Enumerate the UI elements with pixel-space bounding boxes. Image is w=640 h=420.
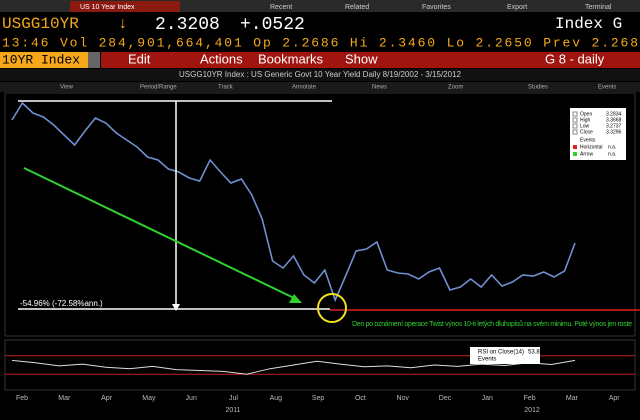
quote-area: [0, 13, 640, 51]
x-tick-label: Apr: [609, 395, 621, 402]
x-tick-label: Jul: [229, 395, 238, 402]
x-tick-label: Oct: [355, 395, 366, 402]
change: +.0522: [240, 15, 305, 35]
plot-area: [4, 92, 636, 337]
chart-header-bar: [0, 69, 640, 81]
rsi-panel: [4, 339, 636, 391]
legend-tool-value: n.a.: [608, 151, 616, 157]
active-tab[interactable]: [70, 1, 180, 12]
x-tick-label: Aug: [270, 395, 283, 402]
x-tick-label: Nov: [396, 395, 409, 402]
legend-swatch: [572, 129, 578, 135]
rsi-events: Events: [478, 357, 496, 363]
legend-label: Open: [580, 111, 592, 117]
toolbar-item[interactable]: Zoom: [448, 85, 463, 91]
x-tick-label: Dec: [439, 395, 452, 402]
menu-item[interactable]: Bookmarks: [258, 51, 324, 66]
range-arrowhead: [172, 304, 180, 311]
legend-swatch: [572, 111, 578, 117]
legend-label: Close: [580, 129, 593, 135]
legend-value: 3.2737: [606, 123, 622, 129]
toolbar-item[interactable]: Studies: [528, 85, 548, 91]
legend-tool: Arrow: [580, 151, 593, 157]
legend-tool: Horizontal: [580, 144, 603, 150]
change-annotation: -54.96% (-72.58%ann.): [20, 299, 103, 308]
x-tick-label: Jun: [186, 395, 197, 402]
x-tick-label: May: [142, 395, 156, 402]
tab[interactable]: Export: [507, 4, 527, 11]
legend-swatch: [573, 152, 577, 156]
tab[interactable]: Recent: [270, 4, 292, 11]
security[interactable]: 10YR Index: [2, 52, 80, 67]
legend-events: Events: [580, 137, 596, 143]
toolbar-item[interactable]: Events: [598, 85, 616, 91]
x-tick-label: Feb: [524, 395, 536, 402]
x-tick-label: Feb: [16, 395, 28, 402]
legend-tool-value: n.a.: [608, 144, 616, 150]
trend-arrow: [23, 167, 297, 300]
legend-label: High: [580, 117, 591, 123]
legend-box: [570, 108, 626, 160]
legend-swatch: [573, 145, 577, 149]
x-tick-label: Mar: [58, 395, 71, 402]
menu-item[interactable]: Edit: [128, 51, 151, 66]
arrow: ↓: [118, 15, 128, 33]
tab-label[interactable]: US 10 Year Index: [80, 4, 135, 11]
year-label: 2012: [524, 407, 540, 414]
chart-header: USGG10YR Index : US Generic Govt 10 Year…: [179, 70, 461, 79]
legend-swatch: [572, 117, 578, 123]
tab[interactable]: Favorites: [422, 4, 451, 11]
legend-label: Low: [580, 123, 590, 129]
dropdown[interactable]: [88, 52, 100, 68]
security-box[interactable]: [0, 52, 88, 68]
toolbar-item[interactable]: Annotate: [292, 85, 317, 91]
page-label: G 8 - daily: [545, 51, 605, 66]
market: Index G: [555, 15, 622, 33]
toolbar-item[interactable]: News: [372, 85, 387, 91]
minimum-circle: [317, 293, 347, 323]
menu-item[interactable]: Actions: [200, 51, 243, 66]
price-line: [11, 101, 576, 303]
stats: 13:46 Vol 284,901,664,401 Op 2.2686 Hi 2…: [2, 35, 638, 50]
last-price: 2.3208: [155, 15, 220, 35]
legend-value: 3.3296: [606, 129, 622, 135]
toolbar-item[interactable]: Track: [218, 85, 234, 91]
x-tick-label: Apr: [101, 395, 113, 402]
toolbar-item[interactable]: View: [60, 85, 74, 91]
tab[interactable]: Related: [345, 4, 369, 11]
note-annotation: Den po oznámení operace Twist výnos 10-t…: [352, 320, 632, 328]
x-tick-label: Sep: [312, 395, 325, 402]
menu-bar: [101, 52, 640, 68]
rsi-line: [11, 359, 576, 375]
x-tick-label: Jan: [482, 395, 493, 402]
toolbar-item[interactable]: Period/Range: [140, 85, 177, 91]
legend-value: 3.3668: [606, 117, 622, 123]
trend-arrowhead: [289, 294, 302, 303]
rsi-legend: RSI on Close(14): [478, 350, 524, 356]
x-tick-label: Mar: [566, 395, 579, 402]
rsi-last: 53.87: [528, 350, 544, 356]
rsi-legend-box: [470, 347, 540, 364]
toolbar: [0, 82, 640, 92]
ticker: USGG10YR: [2, 15, 79, 33]
legend-value: 3.2834: [606, 111, 622, 117]
year-label: 2011: [225, 407, 240, 414]
tab[interactable]: Terminal: [585, 4, 612, 11]
legend-swatch: [572, 123, 578, 129]
menu-item[interactable]: Show: [345, 51, 378, 66]
